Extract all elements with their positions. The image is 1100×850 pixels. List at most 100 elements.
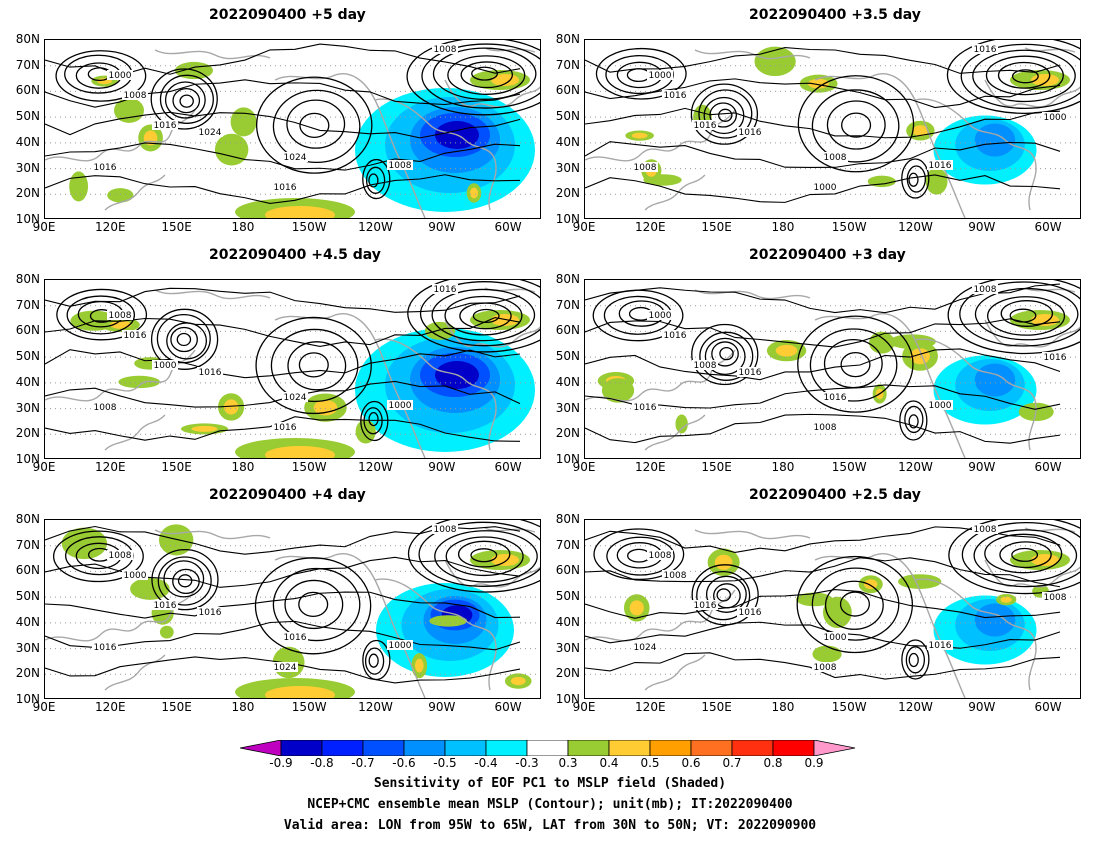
map-plot: 1000 1016 1016 1016 1008 1000 1008 1016 1016 1000 bbox=[584, 39, 1081, 219]
coastline bbox=[694, 289, 811, 300]
contour-line bbox=[585, 589, 1061, 619]
contour-line bbox=[985, 55, 1064, 96]
contour-label-bg bbox=[692, 600, 718, 610]
latitude-tick-label: 20N bbox=[15, 186, 40, 201]
positive-shading bbox=[631, 132, 648, 139]
contour-line bbox=[585, 384, 1061, 410]
contour-line bbox=[284, 579, 344, 630]
longitude-tick-label: 150E bbox=[161, 220, 192, 234]
contour-label-bg bbox=[387, 160, 413, 170]
contour-line bbox=[606, 536, 675, 576]
map-canvas: 1000 1016 1008 1016 1016 1008 1016 1000 1008 1016 bbox=[585, 280, 1080, 458]
contour-line bbox=[946, 40, 1080, 115]
contour-line bbox=[824, 580, 884, 630]
map-canvas: 1008 1000 1016 1016 1016 1024 1016 1000 1008 bbox=[45, 520, 540, 698]
coastline bbox=[644, 174, 706, 211]
panel-title: 2022090400 +4.5 day bbox=[209, 247, 381, 263]
contour-label-bg bbox=[152, 600, 178, 610]
contour-line bbox=[973, 529, 1078, 582]
contour-line bbox=[159, 74, 214, 124]
positive-shading bbox=[424, 321, 455, 340]
contour-line bbox=[811, 567, 900, 641]
contour-label-bg bbox=[662, 330, 688, 340]
contour-label-bg bbox=[197, 127, 223, 137]
contour-label-bg bbox=[282, 632, 308, 642]
latitude-tick-label: 80N bbox=[15, 32, 40, 46]
latitude-tick-label: 80N bbox=[555, 32, 580, 46]
latitude-tick-label: 30N bbox=[15, 640, 40, 655]
latitude-tick-label: 70N bbox=[15, 297, 40, 312]
longitude-tick-label: 120W bbox=[898, 460, 933, 474]
contour-label: 1016 bbox=[154, 601, 177, 611]
longitude-tick-label: 90W bbox=[968, 220, 996, 234]
coastline bbox=[914, 98, 1037, 211]
contour-line bbox=[826, 100, 886, 150]
contour-label: 1008 bbox=[434, 45, 457, 55]
contour-line bbox=[460, 61, 514, 89]
positive-shading bbox=[130, 577, 170, 600]
contour-line bbox=[419, 281, 540, 347]
positive-shading bbox=[469, 187, 478, 199]
contour-line bbox=[948, 520, 1080, 595]
contour-line bbox=[406, 40, 540, 116]
contour-line bbox=[585, 283, 1061, 314]
contour-line bbox=[997, 61, 1051, 89]
longitude-tick-label: 90E bbox=[572, 460, 596, 474]
contour-label: 1016 bbox=[694, 601, 717, 611]
contour-label-bg bbox=[272, 422, 298, 432]
longitude-tick-label: 90W bbox=[428, 220, 456, 234]
contour-label: 1016 bbox=[739, 608, 762, 618]
contour-line bbox=[434, 530, 538, 583]
latitude-tick-label: 20N bbox=[555, 426, 580, 441]
contour-label: 1000 bbox=[649, 71, 672, 81]
contour-line bbox=[431, 288, 536, 342]
contour-label-bg bbox=[197, 367, 223, 377]
contour-line bbox=[905, 646, 925, 674]
contour-line bbox=[272, 567, 361, 642]
longitude-tick-label: 180 bbox=[231, 220, 255, 234]
longitude-tick-label: 120E bbox=[635, 700, 666, 714]
colorbar-label: -0.6 bbox=[392, 756, 416, 770]
contour-label: 1016 bbox=[824, 393, 847, 403]
contour-line bbox=[698, 89, 753, 139]
contour-label: 1008 bbox=[974, 525, 997, 535]
latitude-tick-label: 70N bbox=[555, 57, 580, 72]
contour-label: 1000 bbox=[929, 401, 952, 411]
longitude-tick-label: 150E bbox=[161, 700, 192, 714]
panel-title: 2022090400 +5 day bbox=[209, 7, 366, 23]
contour-line bbox=[585, 652, 1061, 680]
colorbar-label: 0.4 bbox=[599, 756, 619, 770]
coastline bbox=[484, 527, 536, 533]
longitude-tick-label: 120E bbox=[95, 220, 126, 234]
contour-label: 1016 bbox=[929, 641, 952, 651]
contour-line bbox=[432, 47, 537, 100]
contour-label-bg bbox=[122, 330, 148, 340]
contour-line bbox=[904, 405, 924, 434]
contour-label: 1008 bbox=[109, 551, 132, 561]
contour-label: 1016 bbox=[199, 608, 222, 618]
contour-label-bg bbox=[822, 392, 848, 402]
contour-line bbox=[362, 158, 391, 200]
colorbar bbox=[240, 740, 856, 756]
contour-label-bg bbox=[692, 120, 718, 130]
positive-shading bbox=[414, 658, 424, 673]
contour-label-bg bbox=[662, 570, 688, 580]
colorbar-label: 0.3 bbox=[558, 756, 578, 770]
contour-label: 1008 bbox=[434, 525, 457, 535]
colorbar-segment bbox=[772, 740, 815, 756]
longitude-tick-label: 90E bbox=[572, 220, 596, 234]
contour-line bbox=[811, 89, 900, 163]
contour-label-bg bbox=[272, 662, 298, 672]
positive-shading bbox=[429, 615, 468, 627]
contour-line bbox=[166, 322, 208, 360]
contour-label: 1000 bbox=[154, 361, 177, 371]
contour-line bbox=[55, 50, 147, 102]
contour-line bbox=[585, 413, 1061, 444]
contour-label: 1000 bbox=[824, 633, 847, 643]
colorbar-label: -0.3 bbox=[515, 756, 539, 770]
contour-label-bg bbox=[647, 310, 673, 320]
contour-label-bg bbox=[972, 44, 998, 54]
coastline bbox=[444, 319, 540, 348]
colorbar-segment bbox=[362, 740, 405, 756]
longitude-tick-label: 120W bbox=[358, 700, 393, 714]
